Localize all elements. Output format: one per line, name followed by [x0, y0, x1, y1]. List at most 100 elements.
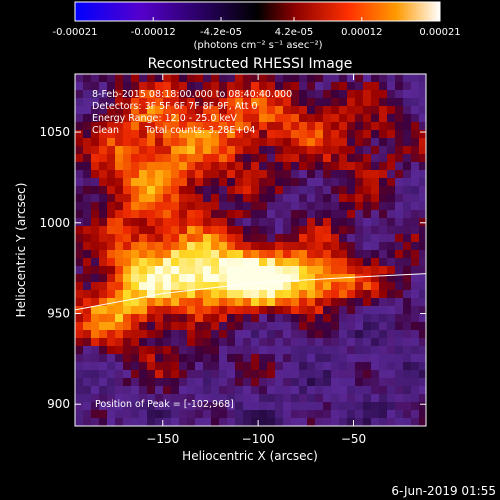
heatmap-cell: [283, 314, 291, 322]
heatmap-cell: [299, 282, 307, 290]
heatmap-cell: [411, 306, 419, 314]
heatmap-cell: [331, 410, 339, 418]
heatmap-cell: [147, 346, 155, 354]
heatmap-cell: [187, 274, 195, 282]
heatmap-cell: [155, 274, 163, 282]
heatmap-cell: [371, 282, 379, 290]
heatmap-cell: [235, 178, 243, 186]
heatmap-cell: [155, 210, 163, 218]
heatmap-cell: [259, 74, 267, 82]
heatmap-cell: [139, 226, 147, 234]
heatmap-cell: [403, 226, 411, 234]
heatmap-cell: [123, 74, 131, 82]
heatmap-cell: [379, 418, 387, 426]
heatmap-cell: [219, 74, 227, 82]
heatmap-cell: [243, 154, 251, 162]
heatmap-cell: [347, 298, 355, 306]
heatmap-cell: [83, 354, 91, 362]
heatmap-cell: [155, 306, 163, 314]
heatmap-cell: [115, 274, 123, 282]
heatmap-cell: [251, 250, 259, 258]
heatmap-cell: [323, 114, 331, 122]
heatmap-cell: [267, 162, 275, 170]
heatmap-cell: [187, 186, 195, 194]
heatmap-cell: [99, 114, 107, 122]
heatmap-cell: [155, 370, 163, 378]
heatmap-cell: [411, 210, 419, 218]
heatmap-cell: [299, 90, 307, 98]
heatmap-cell: [283, 154, 291, 162]
heatmap-cell: [283, 146, 291, 154]
heatmap-cell: [235, 242, 243, 250]
heatmap-cell: [323, 410, 331, 418]
heatmap-cell: [99, 138, 107, 146]
heatmap-cell: [99, 90, 107, 98]
heatmap-cell: [163, 354, 171, 362]
heatmap-cell: [299, 218, 307, 226]
heatmap-cell: [395, 106, 403, 114]
heatmap-cell: [203, 386, 211, 394]
heatmap-cell: [331, 74, 339, 82]
heatmap-cell: [259, 306, 267, 314]
heatmap-cell: [267, 138, 275, 146]
heatmap-cell: [387, 282, 395, 290]
heatmap-cell: [379, 226, 387, 234]
heatmap-cell: [195, 178, 203, 186]
heatmap-cell: [99, 170, 107, 178]
heatmap-cell: [275, 322, 283, 330]
heatmap-cell: [387, 330, 395, 338]
heatmap-cell: [379, 258, 387, 266]
heatmap-cell: [107, 402, 115, 410]
heatmap-cell: [371, 306, 379, 314]
heatmap-cell: [235, 362, 243, 370]
heatmap-cell: [219, 106, 227, 114]
heatmap-cell: [299, 346, 307, 354]
heatmap-cell: [331, 82, 339, 90]
heatmap-cell: [195, 394, 203, 402]
heatmap-cell: [75, 82, 83, 90]
heatmap-cell: [171, 242, 179, 250]
heatmap-cell: [331, 378, 339, 386]
heatmap-cell: [179, 74, 187, 82]
heatmap-cell: [419, 386, 426, 394]
heatmap-cell: [243, 106, 251, 114]
heatmap-cell: [115, 186, 123, 194]
heatmap-cell: [291, 178, 299, 186]
heatmap-cell: [123, 178, 131, 186]
colorbar: -0.00021 -0.00012 -4.2e-05 4.2e-05 0.00012 0.…: [53, 1, 461, 51]
heatmap-cell: [163, 418, 171, 426]
heatmap-cell: [363, 146, 371, 154]
heatmap-cell: [123, 362, 131, 370]
heatmap-cell: [243, 226, 251, 234]
heatmap-cell: [99, 250, 107, 258]
heatmap-cell: [91, 274, 99, 282]
heatmap-cell: [331, 98, 339, 106]
heatmap-cell: [131, 106, 139, 114]
heatmap-cell: [403, 202, 411, 210]
heatmap-cell: [147, 298, 155, 306]
heatmap-cell: [395, 138, 403, 146]
heatmap-cell: [371, 242, 379, 250]
heatmap-cell: [403, 114, 411, 122]
heatmap-cell: [163, 266, 171, 274]
heatmap-cell: [179, 194, 187, 202]
heatmap-cell: [75, 298, 83, 306]
heatmap-cell: [267, 170, 275, 178]
colorbar-tick-label: 0.00021: [419, 27, 460, 38]
heatmap-cell: [299, 194, 307, 202]
heatmap-cell: [235, 114, 243, 122]
heatmap-cell: [411, 178, 419, 186]
heatmap-cell: [187, 258, 195, 266]
x-tick-label: −100: [242, 432, 275, 446]
heatmap-cell: [291, 370, 299, 378]
heatmap-cell: [107, 234, 115, 242]
heatmap-cell: [355, 74, 363, 82]
heatmap-cell: [419, 290, 426, 298]
heatmap-cell: [355, 330, 363, 338]
heatmap-cell: [211, 266, 219, 274]
heatmap-cell: [139, 354, 147, 362]
heatmap-cell: [283, 330, 291, 338]
heatmap-cell: [235, 154, 243, 162]
heatmap-cell: [187, 394, 195, 402]
heatmap-cell: [363, 282, 371, 290]
